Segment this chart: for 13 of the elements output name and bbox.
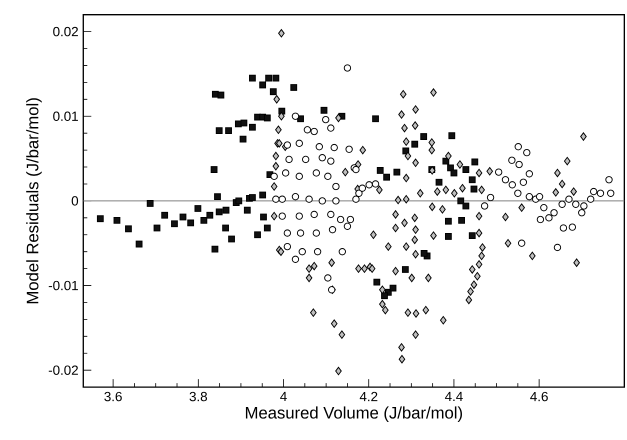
- y-tick-label: -0.02: [48, 366, 78, 376]
- x-tick-label: 4: [280, 392, 287, 402]
- y-tick-label: 0: [72, 196, 78, 206]
- x-tick-label: 4.4: [444, 392, 463, 402]
- y-axis-title: Model Residuals (J/bar/mol): [26, 98, 42, 304]
- x-tick-label: 3.8: [190, 392, 208, 402]
- y-tick-label: -0.01: [48, 280, 78, 290]
- y-tick-label: 0.01: [53, 112, 78, 122]
- x-axis-title: Measured Volume (J/bar/mol): [246, 406, 462, 422]
- y-tick-label: 0.02: [53, 26, 78, 36]
- x-tick-label: 4.2: [360, 392, 378, 402]
- x-tick-label: 4.6: [530, 392, 548, 402]
- x-tick-label: 3.6: [104, 392, 122, 402]
